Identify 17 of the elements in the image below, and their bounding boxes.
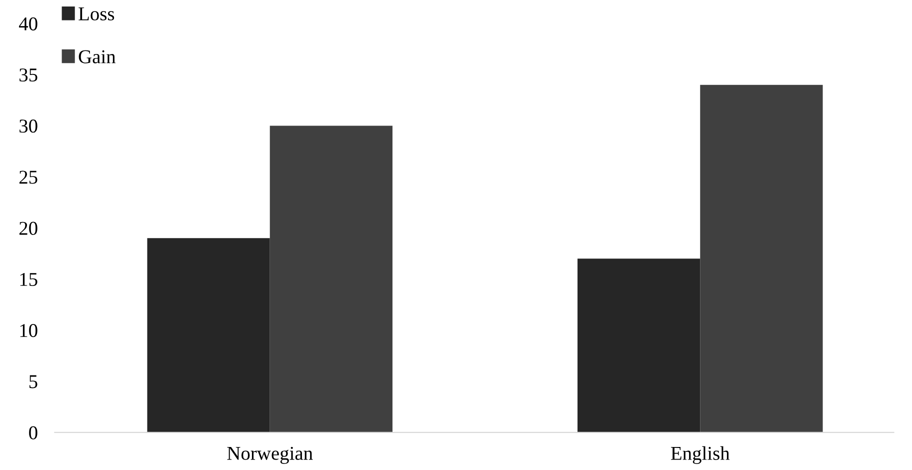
bar [270, 126, 392, 432]
legend-label: Gain [78, 50, 116, 64]
bar [147, 238, 270, 432]
x-tick-label: Norwegian [227, 446, 313, 464]
y-tick-label: 35 [20, 68, 38, 82]
y-tick-label: 20 [19, 222, 38, 235]
y-tick-label: 10 [20, 324, 38, 338]
legend-label: Loss [78, 8, 114, 20]
y-tick-label: 30 [20, 120, 38, 133]
bar [700, 84, 823, 432]
bar [578, 258, 700, 432]
y-tick-label: 0 [29, 426, 38, 440]
x-tick-label: English [670, 446, 730, 464]
y-tick-label: 40 [18, 17, 38, 30]
y-tick-label: 5 [29, 375, 38, 388]
y-tick-label: 25 [19, 170, 38, 184]
y-tick-label: 15 [20, 272, 38, 286]
